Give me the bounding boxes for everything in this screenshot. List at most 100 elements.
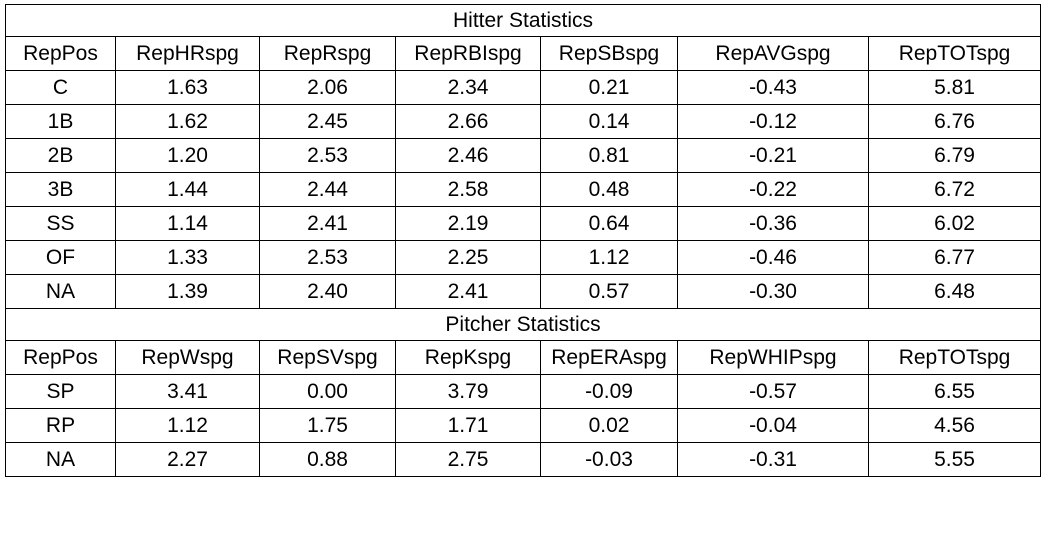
stat-cell: 2.53 bbox=[259, 138, 396, 173]
stat-cell: -0.21 bbox=[677, 138, 869, 173]
stat-cell: -0.04 bbox=[677, 408, 869, 443]
stat-cell: 1.63 bbox=[115, 70, 260, 105]
stat-cell: 2.06 bbox=[259, 70, 396, 105]
stat-cell: 0.02 bbox=[540, 408, 678, 443]
stat-cell: -0.36 bbox=[677, 206, 869, 241]
position-cell: C bbox=[5, 70, 116, 105]
table-row: SP 3.41 0.00 3.79 -0.09 -0.57 6.55 bbox=[5, 374, 1042, 409]
stat-cell: 0.81 bbox=[540, 138, 678, 173]
stat-cell: 1.12 bbox=[115, 408, 260, 443]
stat-cell: 2.41 bbox=[395, 274, 541, 309]
stat-cell: 1.14 bbox=[115, 206, 260, 241]
stat-cell: 2.46 bbox=[395, 138, 541, 173]
column-header: RepAVGspg bbox=[677, 36, 869, 71]
statistics-table-container: Hitter Statistics RepPos RepHRspg RepRspg Re… bbox=[4, 4, 1042, 477]
table-row: 3B 1.44 2.44 2.58 0.48 -0.22 6.72 bbox=[5, 172, 1042, 207]
table-row: 1B 1.62 2.45 2.66 0.14 -0.12 6.76 bbox=[5, 104, 1042, 139]
stat-cell: 0.14 bbox=[540, 104, 678, 139]
stat-cell: -0.43 bbox=[677, 70, 869, 105]
hitter-section-title-row: Hitter Statistics bbox=[4, 4, 1042, 37]
stat-cell: 2.40 bbox=[259, 274, 396, 309]
stat-cell: 2.34 bbox=[395, 70, 541, 105]
stat-cell: 0.57 bbox=[540, 274, 678, 309]
stat-cell: 2.27 bbox=[115, 442, 260, 477]
pitcher-section-title-row: Pitcher Statistics bbox=[4, 308, 1042, 341]
position-cell: SP bbox=[5, 374, 116, 409]
stat-cell: -0.31 bbox=[677, 442, 869, 477]
stat-cell: 1.39 bbox=[115, 274, 260, 309]
column-header: RepPos bbox=[5, 340, 116, 375]
stat-cell: 5.81 bbox=[867, 70, 1042, 105]
position-cell: 3B bbox=[5, 172, 116, 207]
stat-cell: 1.20 bbox=[115, 138, 260, 173]
stat-cell: 0.48 bbox=[540, 172, 678, 207]
stat-cell: 6.76 bbox=[867, 104, 1042, 139]
statistics-table-body: Hitter Statistics RepPos RepHRspg RepRspg Re… bbox=[4, 4, 1042, 477]
stat-cell: 6.02 bbox=[867, 206, 1042, 241]
pitcher-header-row: RepPos RepWspg RepSVspg RepKspg RepERAspg Rep… bbox=[5, 340, 1042, 375]
stat-cell: 2.19 bbox=[395, 206, 541, 241]
stat-cell: -0.22 bbox=[677, 172, 869, 207]
pitcher-section-title: Pitcher Statistics bbox=[4, 308, 1042, 341]
stat-cell: -0.09 bbox=[540, 374, 678, 409]
position-cell: NA bbox=[5, 274, 116, 309]
hitter-section-title: Hitter Statistics bbox=[4, 4, 1042, 37]
position-cell: OF bbox=[5, 240, 116, 275]
stat-cell: 1.75 bbox=[259, 408, 396, 443]
column-header: RepKspg bbox=[395, 340, 541, 375]
column-header: RepWHIPspg bbox=[677, 340, 869, 375]
table-row: SS 1.14 2.41 2.19 0.64 -0.36 6.02 bbox=[5, 206, 1042, 241]
stat-cell: 6.77 bbox=[867, 240, 1042, 275]
stat-cell: 6.79 bbox=[867, 138, 1042, 173]
stat-cell: 1.44 bbox=[115, 172, 260, 207]
stat-cell: 0.64 bbox=[540, 206, 678, 241]
stat-cell: 6.48 bbox=[867, 274, 1042, 309]
table-row: 2B 1.20 2.53 2.46 0.81 -0.21 6.79 bbox=[5, 138, 1042, 173]
stat-cell: 1.62 bbox=[115, 104, 260, 139]
stat-cell: 3.41 bbox=[115, 374, 260, 409]
stat-cell: -0.57 bbox=[677, 374, 869, 409]
stat-cell: -0.46 bbox=[677, 240, 869, 275]
stat-cell: 2.66 bbox=[395, 104, 541, 139]
statistics-table: Hitter Statistics RepPos RepHRspg RepRspg Re… bbox=[4, 4, 1042, 477]
stat-cell: 0.00 bbox=[259, 374, 396, 409]
table-row: OF 1.33 2.53 2.25 1.12 -0.46 6.77 bbox=[5, 240, 1042, 275]
stat-cell: 4.56 bbox=[867, 408, 1042, 443]
stat-cell: 5.55 bbox=[867, 442, 1042, 477]
stat-cell: 1.71 bbox=[395, 408, 541, 443]
table-row: C 1.63 2.06 2.34 0.21 -0.43 5.81 bbox=[5, 70, 1042, 105]
position-cell: RP bbox=[5, 408, 116, 443]
hitter-header-row: RepPos RepHRspg RepRspg RepRBIspg RepSBspg Re… bbox=[5, 36, 1042, 71]
stat-cell: 2.58 bbox=[395, 172, 541, 207]
table-row: NA 2.27 0.88 2.75 -0.03 -0.31 5.55 bbox=[5, 442, 1042, 477]
stat-cell: 3.79 bbox=[395, 374, 541, 409]
column-header: RepERAspg bbox=[540, 340, 678, 375]
stat-cell: 2.41 bbox=[259, 206, 396, 241]
stat-cell: -0.03 bbox=[540, 442, 678, 477]
column-header: RepWspg bbox=[115, 340, 260, 375]
stat-cell: 2.25 bbox=[395, 240, 541, 275]
column-header: RepRBIspg bbox=[395, 36, 541, 71]
stat-cell: 6.55 bbox=[867, 374, 1042, 409]
stat-cell: 2.44 bbox=[259, 172, 396, 207]
table-row: NA 1.39 2.40 2.41 0.57 -0.30 6.48 bbox=[5, 274, 1042, 309]
column-header: RepSVspg bbox=[259, 340, 396, 375]
stat-cell: 2.45 bbox=[259, 104, 396, 139]
column-header: RepTOTspg bbox=[867, 36, 1042, 71]
column-header: RepTOTspg bbox=[867, 340, 1042, 375]
position-cell: 2B bbox=[5, 138, 116, 173]
stat-cell: -0.30 bbox=[677, 274, 869, 309]
column-header: RepSBspg bbox=[540, 36, 678, 71]
stat-cell: 2.75 bbox=[395, 442, 541, 477]
stat-cell: 1.12 bbox=[540, 240, 678, 275]
stat-cell: 0.21 bbox=[540, 70, 678, 105]
column-header: RepHRspg bbox=[115, 36, 260, 71]
position-cell: NA bbox=[5, 442, 116, 477]
stat-cell: 2.53 bbox=[259, 240, 396, 275]
column-header: RepRspg bbox=[259, 36, 396, 71]
stat-cell: 6.72 bbox=[867, 172, 1042, 207]
table-row: RP 1.12 1.75 1.71 0.02 -0.04 4.56 bbox=[5, 408, 1042, 443]
position-cell: SS bbox=[5, 206, 116, 241]
column-header: RepPos bbox=[5, 36, 116, 71]
stat-cell: -0.12 bbox=[677, 104, 869, 139]
